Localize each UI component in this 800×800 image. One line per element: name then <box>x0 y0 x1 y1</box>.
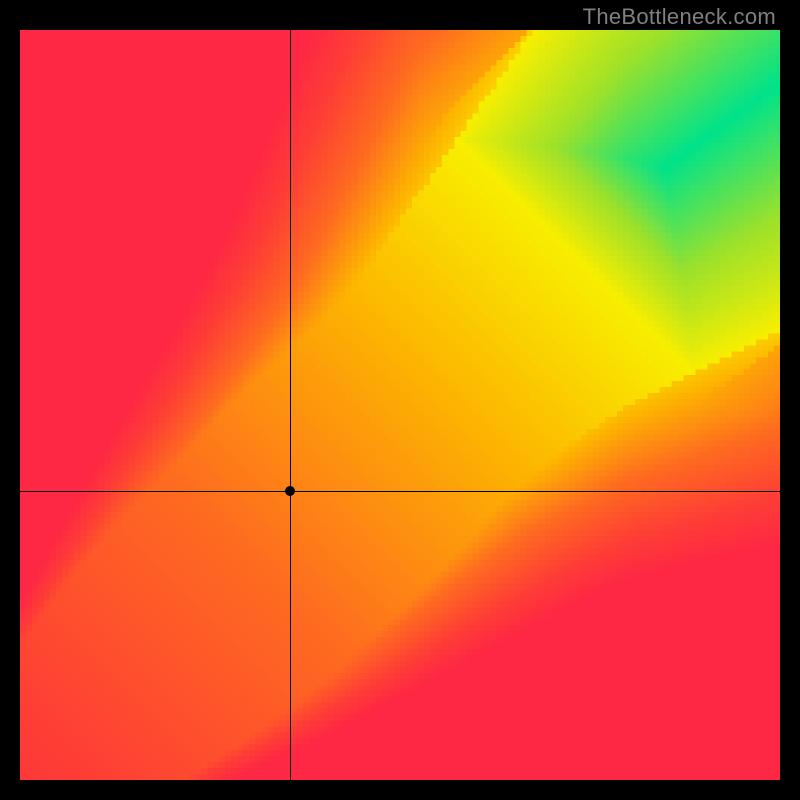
crosshair-horizontal <box>20 491 780 492</box>
data-point-marker <box>285 486 295 496</box>
watermark-text: TheBottleneck.com <box>583 4 776 30</box>
heatmap-plot <box>20 30 780 780</box>
crosshair-vertical <box>290 30 291 780</box>
heatmap-canvas <box>20 30 780 780</box>
